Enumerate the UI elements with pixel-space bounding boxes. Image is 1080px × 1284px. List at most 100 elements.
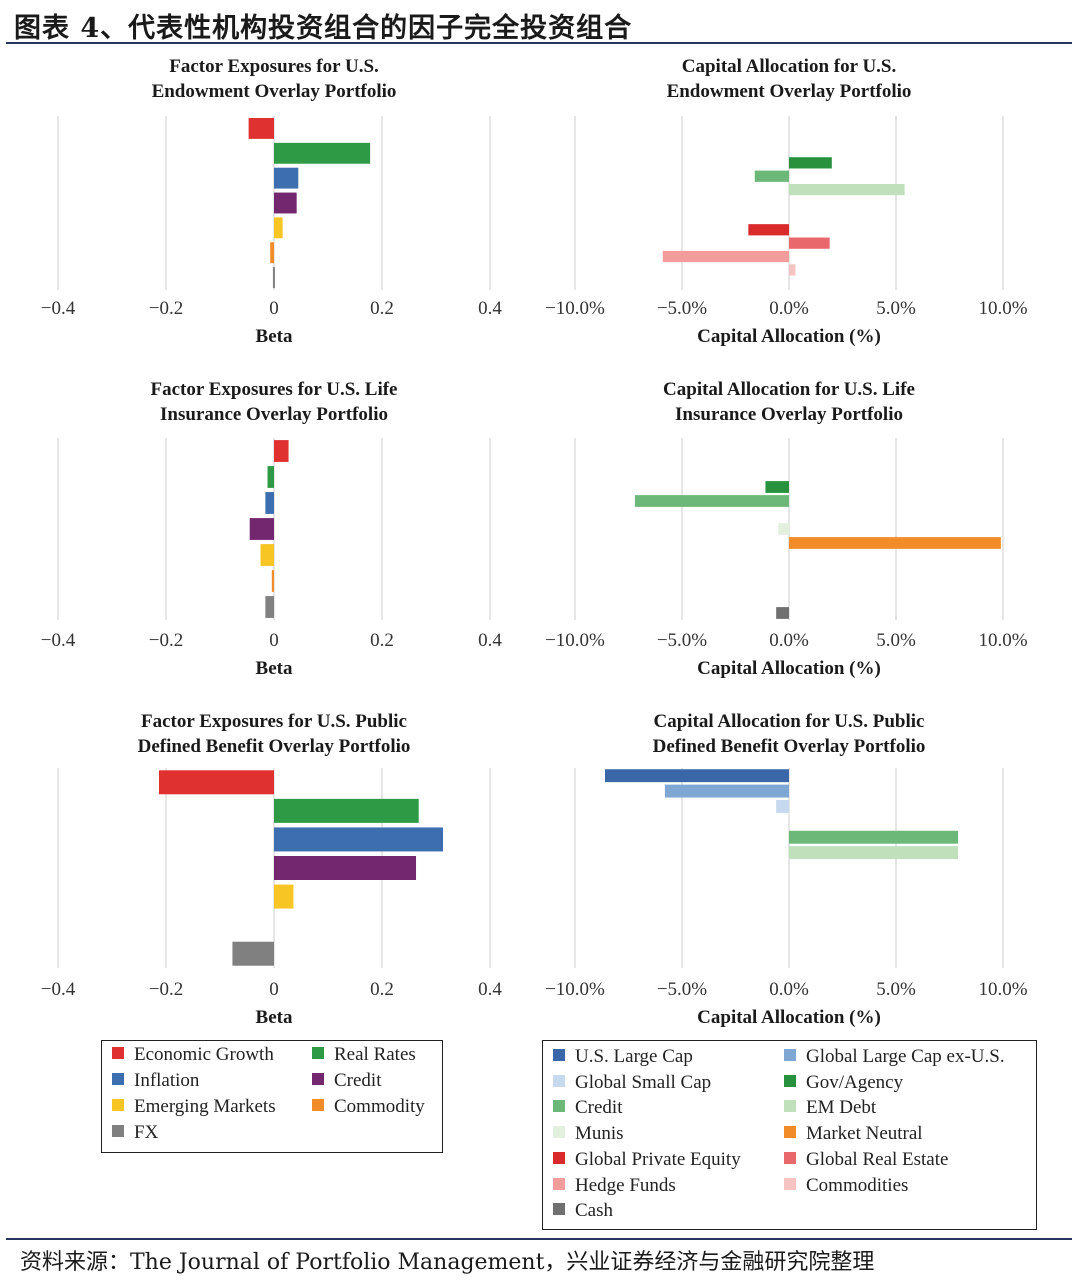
tick-label: 5.0%	[876, 630, 916, 651]
bar-emerging-markets	[274, 217, 283, 239]
legend-label: U.S. Large Cap	[575, 1046, 693, 1067]
legend-label: Commodities	[806, 1174, 909, 1196]
legend-label: Inflation	[134, 1070, 200, 1091]
chart-title-line: Capital Allocation for U.S. Public	[654, 711, 925, 732]
tick-label: −10.0%	[545, 979, 605, 1000]
axis-label: Capital Allocation (%)	[697, 326, 881, 347]
legend-label: Credit	[575, 1097, 623, 1119]
legend-swatch	[553, 1203, 565, 1216]
chart-title-line: Capital Allocation for U.S. Life	[663, 379, 915, 400]
legend-item: Global Small Cap	[553, 1072, 711, 1094]
legend-swatch	[312, 1047, 324, 1059]
legend-label: Market Neutral	[806, 1123, 923, 1145]
legend-swatch	[553, 1074, 565, 1087]
figure-title: 图表 4、代表性机构投资组合的因子完全投资组合	[14, 13, 633, 44]
legend-label: Real Rates	[334, 1044, 416, 1065]
bar-inflation	[274, 167, 299, 189]
tick-label: 0	[269, 630, 279, 651]
bar-commodities	[789, 264, 796, 276]
legend-swatch	[112, 1099, 124, 1111]
bar-global-small-cap	[776, 800, 789, 813]
bar-market-neutral	[789, 537, 1001, 549]
legend-label: Global Small Cap	[575, 1071, 712, 1093]
legend-swatch	[784, 1151, 796, 1164]
legend-label: Commodity	[334, 1096, 425, 1117]
bar-inflation	[265, 492, 274, 514]
legend-label: Credit	[334, 1070, 382, 1091]
bar-economic-growth	[158, 770, 274, 795]
tick-label: 0.4	[478, 979, 502, 1000]
source-note: 资料来源：The Journal of Portfolio Management…	[20, 1250, 875, 1275]
tick-label: −5.0%	[657, 298, 707, 319]
legend-item: Commodity	[312, 1096, 425, 1118]
tick-label: 0.4	[478, 298, 502, 319]
bar-credit	[634, 495, 789, 507]
legend-item: Global Private Equity	[553, 1149, 741, 1171]
legend-swatch	[784, 1074, 796, 1087]
legend-swatch	[112, 1125, 124, 1137]
legend-label: Cash	[575, 1200, 613, 1222]
bar-credit	[789, 830, 959, 844]
legend-item: Global Real Estate	[784, 1149, 948, 1171]
legend-item: FX	[112, 1122, 158, 1144]
axis-label: Capital Allocation (%)	[697, 1007, 881, 1028]
tick-label: −10.0%	[545, 298, 605, 319]
bar-fx	[272, 267, 275, 289]
bar-em-debt	[789, 846, 959, 860]
legend-item: Cash	[553, 1200, 613, 1222]
legend-swatch	[553, 1151, 565, 1164]
bar-credit	[274, 192, 297, 214]
tick-label: 5.0%	[876, 298, 916, 319]
tick-label: 0.2	[370, 298, 394, 319]
chart-title-line: Factor Exposures for U.S. Life	[151, 379, 398, 400]
chart-title-line: Insurance Overlay Portfolio	[160, 404, 388, 425]
bar-emerging-markets	[260, 544, 274, 566]
bar-cash	[776, 607, 789, 619]
top-rule	[6, 42, 1072, 44]
bar-global-large-cap-ex-u-s-	[664, 784, 789, 798]
bar-real-rates	[274, 142, 371, 164]
legend-label: Munis	[575, 1123, 624, 1145]
tick-label: 0.0%	[769, 630, 809, 651]
axis-label: Beta	[256, 1007, 293, 1028]
tick-label: −5.0%	[657, 979, 707, 1000]
tick-label: −0.2	[149, 630, 183, 651]
legend-label: Emerging Markets	[134, 1096, 276, 1117]
chart-title-line: Factor Exposures for U.S.	[169, 56, 379, 77]
asset-legend: U.S. Large Cap Global Large Cap ex-U.S. Gl…	[542, 1040, 1037, 1230]
tick-label: −0.2	[149, 298, 183, 319]
legend-item: Hedge Funds	[553, 1175, 676, 1197]
legend-item: Credit	[553, 1097, 623, 1119]
tick-label: 0.2	[370, 979, 394, 1000]
factor-legend: Economic Growth Real Rates Inflation Credit…	[101, 1040, 443, 1153]
tick-label: −0.4	[41, 630, 76, 651]
bar-em-debt	[789, 183, 905, 196]
bar-commodity	[271, 570, 274, 592]
legend-swatch	[553, 1049, 565, 1061]
legend-label: FX	[134, 1122, 159, 1143]
chart-title-line: Defined Benefit Overlay Portfolio	[138, 736, 411, 757]
tick-label: 10.0%	[978, 979, 1027, 1000]
tick-label: −0.4	[41, 298, 76, 319]
tick-label: 0.2	[370, 630, 394, 651]
legend-item: U.S. Large Cap	[553, 1046, 693, 1068]
legend-label: Hedge Funds	[575, 1174, 676, 1196]
bottom-rule	[6, 1238, 1072, 1240]
legend-item: Emerging Markets	[112, 1096, 276, 1118]
bar-economic-growth	[274, 440, 289, 462]
tick-label: 5.0%	[876, 979, 916, 1000]
legend-swatch	[312, 1099, 324, 1111]
bar-munis	[778, 523, 789, 535]
tick-label: −0.2	[149, 979, 183, 1000]
legend-item: Global Large Cap ex-U.S.	[784, 1046, 1005, 1068]
legend-swatch	[112, 1047, 124, 1059]
tick-label: 0.0%	[769, 979, 809, 1000]
legend-label: Global Large Cap ex-U.S.	[806, 1046, 1005, 1067]
bar-emerging-markets	[274, 884, 294, 909]
axis-label: Beta	[256, 326, 293, 347]
bar-real-rates	[267, 466, 274, 488]
legend-swatch	[784, 1177, 796, 1190]
axis-label: Beta	[256, 658, 293, 679]
legend-item: Real Rates	[312, 1044, 416, 1066]
